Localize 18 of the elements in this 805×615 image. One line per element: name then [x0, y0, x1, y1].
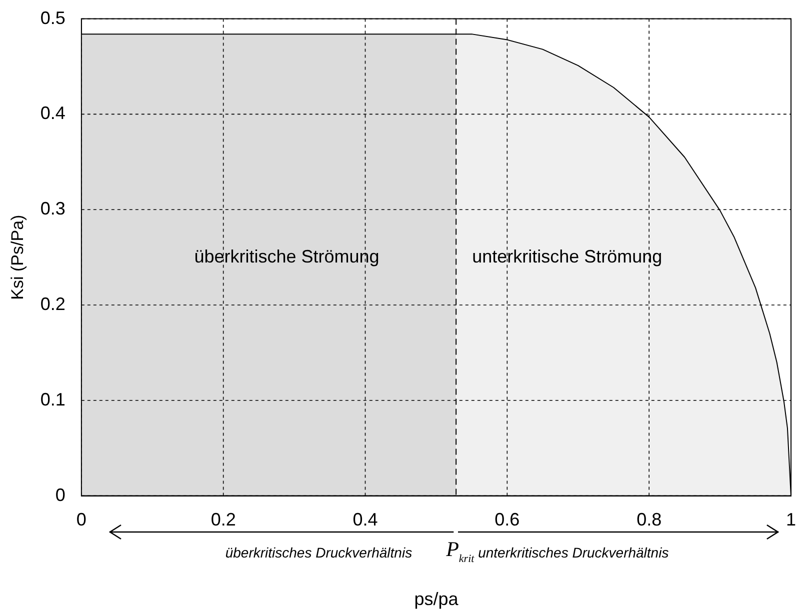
annotation: überkritische Strömung	[194, 246, 380, 266]
x-axis-title: ps/pa	[414, 589, 460, 610]
y-tick-label: 0.4	[40, 103, 66, 124]
annotation: unterkritische Strömung	[472, 246, 662, 266]
y-tick-label: 0.1	[40, 389, 66, 410]
x-tick-label: 0.2	[210, 510, 236, 530]
x-tick-label: 0	[76, 510, 86, 530]
y-axis-title: Ksi (Ps/Pa)	[8, 214, 27, 300]
y-tick-label: 0.3	[40, 198, 66, 219]
x-tick-label: 0.6	[494, 510, 520, 530]
x-tick-label: 0.8	[636, 510, 662, 530]
y-tick-label: 0	[55, 484, 66, 505]
y-tick-label: 0.2	[40, 294, 66, 314]
text: überkritisches Druckverhältnis	[225, 544, 412, 561]
y-tick-label: 0.5	[40, 8, 66, 28]
text: unterkritisches Druckverhältnis	[478, 544, 669, 561]
x-tick-label: 0.4	[352, 510, 378, 530]
x-tick-label: 1	[786, 510, 796, 530]
